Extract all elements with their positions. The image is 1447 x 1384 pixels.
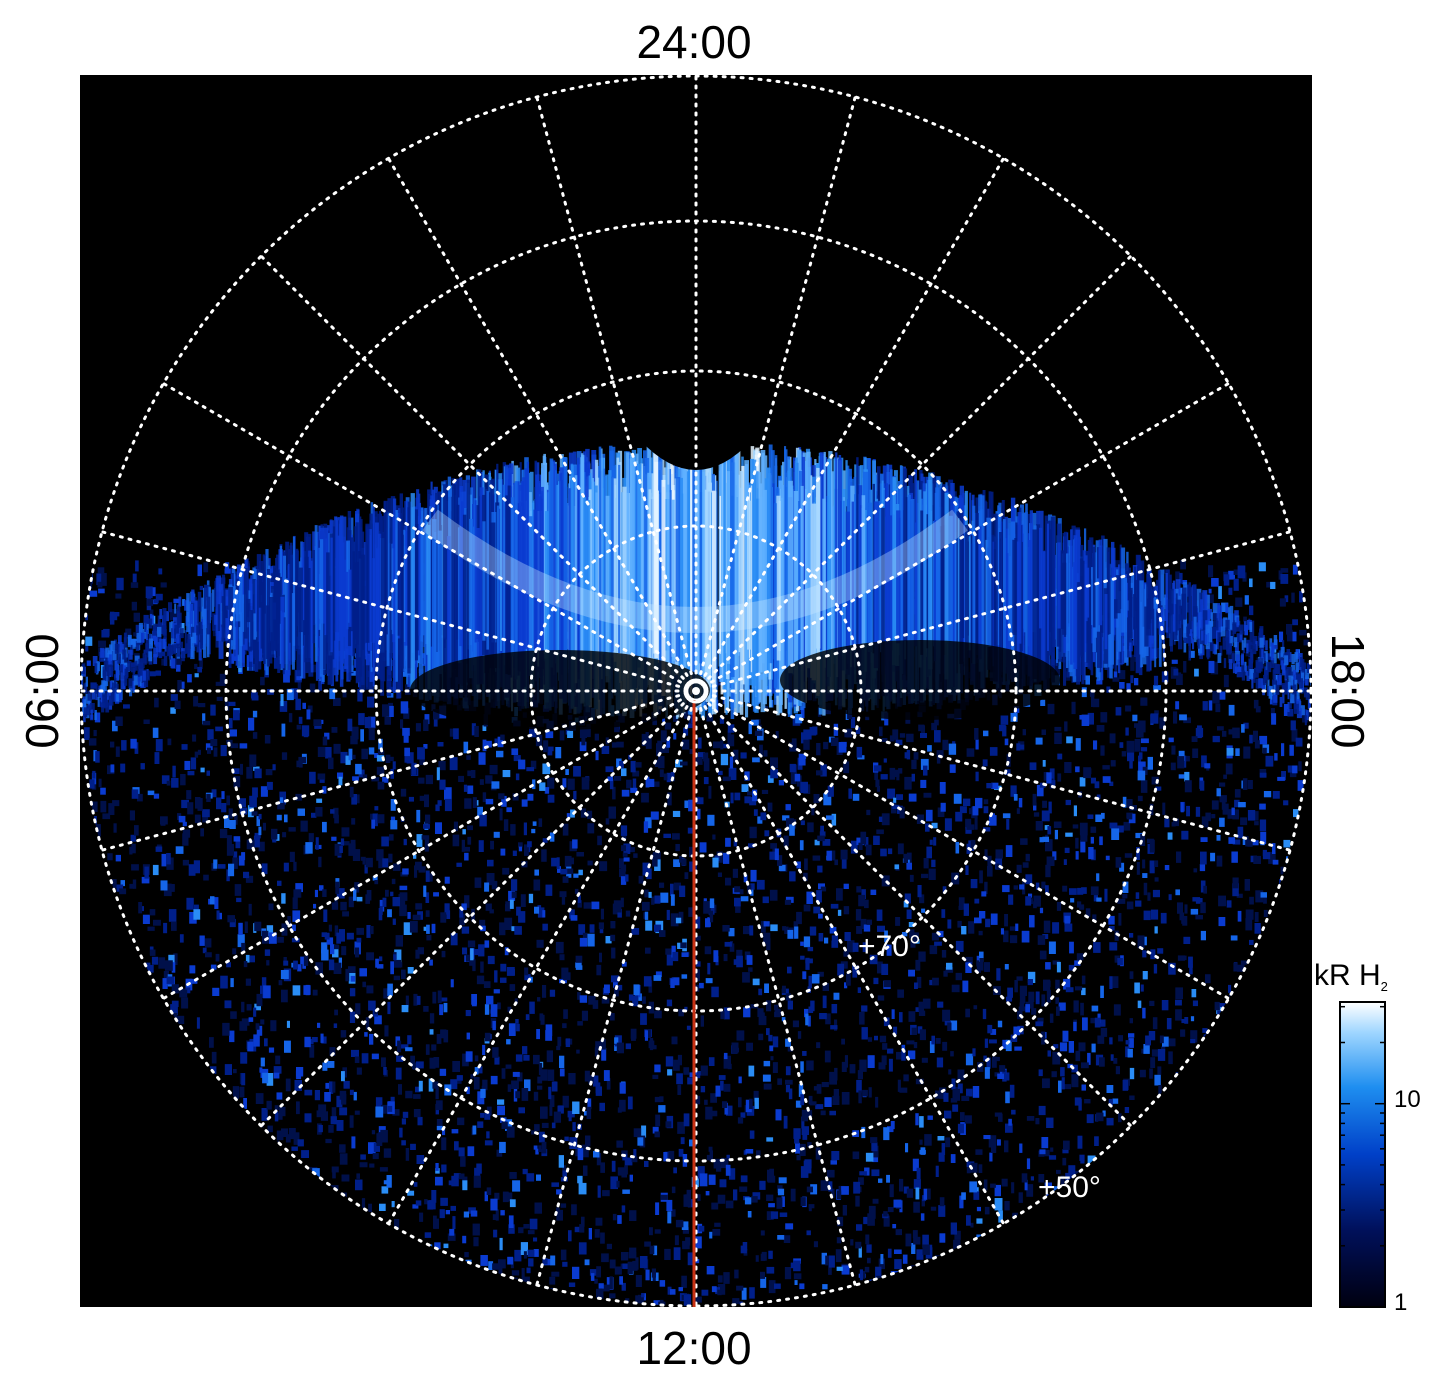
meridian-line bbox=[535, 95, 698, 693]
meridian-line bbox=[694, 95, 857, 693]
lt-label-left: 06:00 bbox=[16, 633, 68, 748]
colorbar-tick-label-10: 10 bbox=[1394, 1086, 1421, 1113]
lt-label-right: 18:00 bbox=[1322, 633, 1374, 748]
meridian-line bbox=[694, 689, 1292, 852]
meridian-line bbox=[259, 254, 698, 693]
colorbar: kR H2 10 1 bbox=[1314, 959, 1421, 1316]
lat-label-50: +50° bbox=[1038, 1171, 1101, 1204]
lt-label-top: 24:00 bbox=[636, 16, 751, 68]
colorbar-gradient bbox=[1339, 1001, 1386, 1308]
colorbar-title: kR H2 bbox=[1314, 959, 1388, 994]
pole-marker-icon bbox=[683, 678, 709, 704]
meridian-line bbox=[694, 156, 1005, 693]
meridian-line bbox=[387, 156, 698, 693]
meridian-line bbox=[694, 382, 1231, 693]
lt-label-bottom: 12:00 bbox=[636, 1322, 751, 1374]
colorbar-ticks bbox=[1340, 1005, 1385, 1308]
lat-label-70: +70° bbox=[858, 930, 921, 963]
meridian-line bbox=[694, 689, 1005, 1226]
meridian-line bbox=[694, 254, 1133, 693]
meridian-line bbox=[100, 689, 698, 852]
lat-lon-grid bbox=[80, 75, 1312, 1307]
meridian-line bbox=[694, 689, 1231, 1000]
meridian-line bbox=[161, 689, 698, 1000]
meridian-line bbox=[694, 689, 857, 1287]
meridian-line bbox=[161, 382, 698, 693]
meridian-line bbox=[259, 689, 698, 1128]
meridian-line bbox=[694, 689, 1133, 1128]
meridian-line bbox=[535, 689, 698, 1287]
colorbar-tick-label-1: 1 bbox=[1394, 1289, 1407, 1316]
meridian-line bbox=[100, 530, 698, 693]
latitude-circle bbox=[374, 369, 1018, 1013]
meridian-line bbox=[694, 530, 1292, 693]
meridian-line bbox=[387, 689, 698, 1226]
auroral-emission-map bbox=[81, 440, 1311, 1306]
